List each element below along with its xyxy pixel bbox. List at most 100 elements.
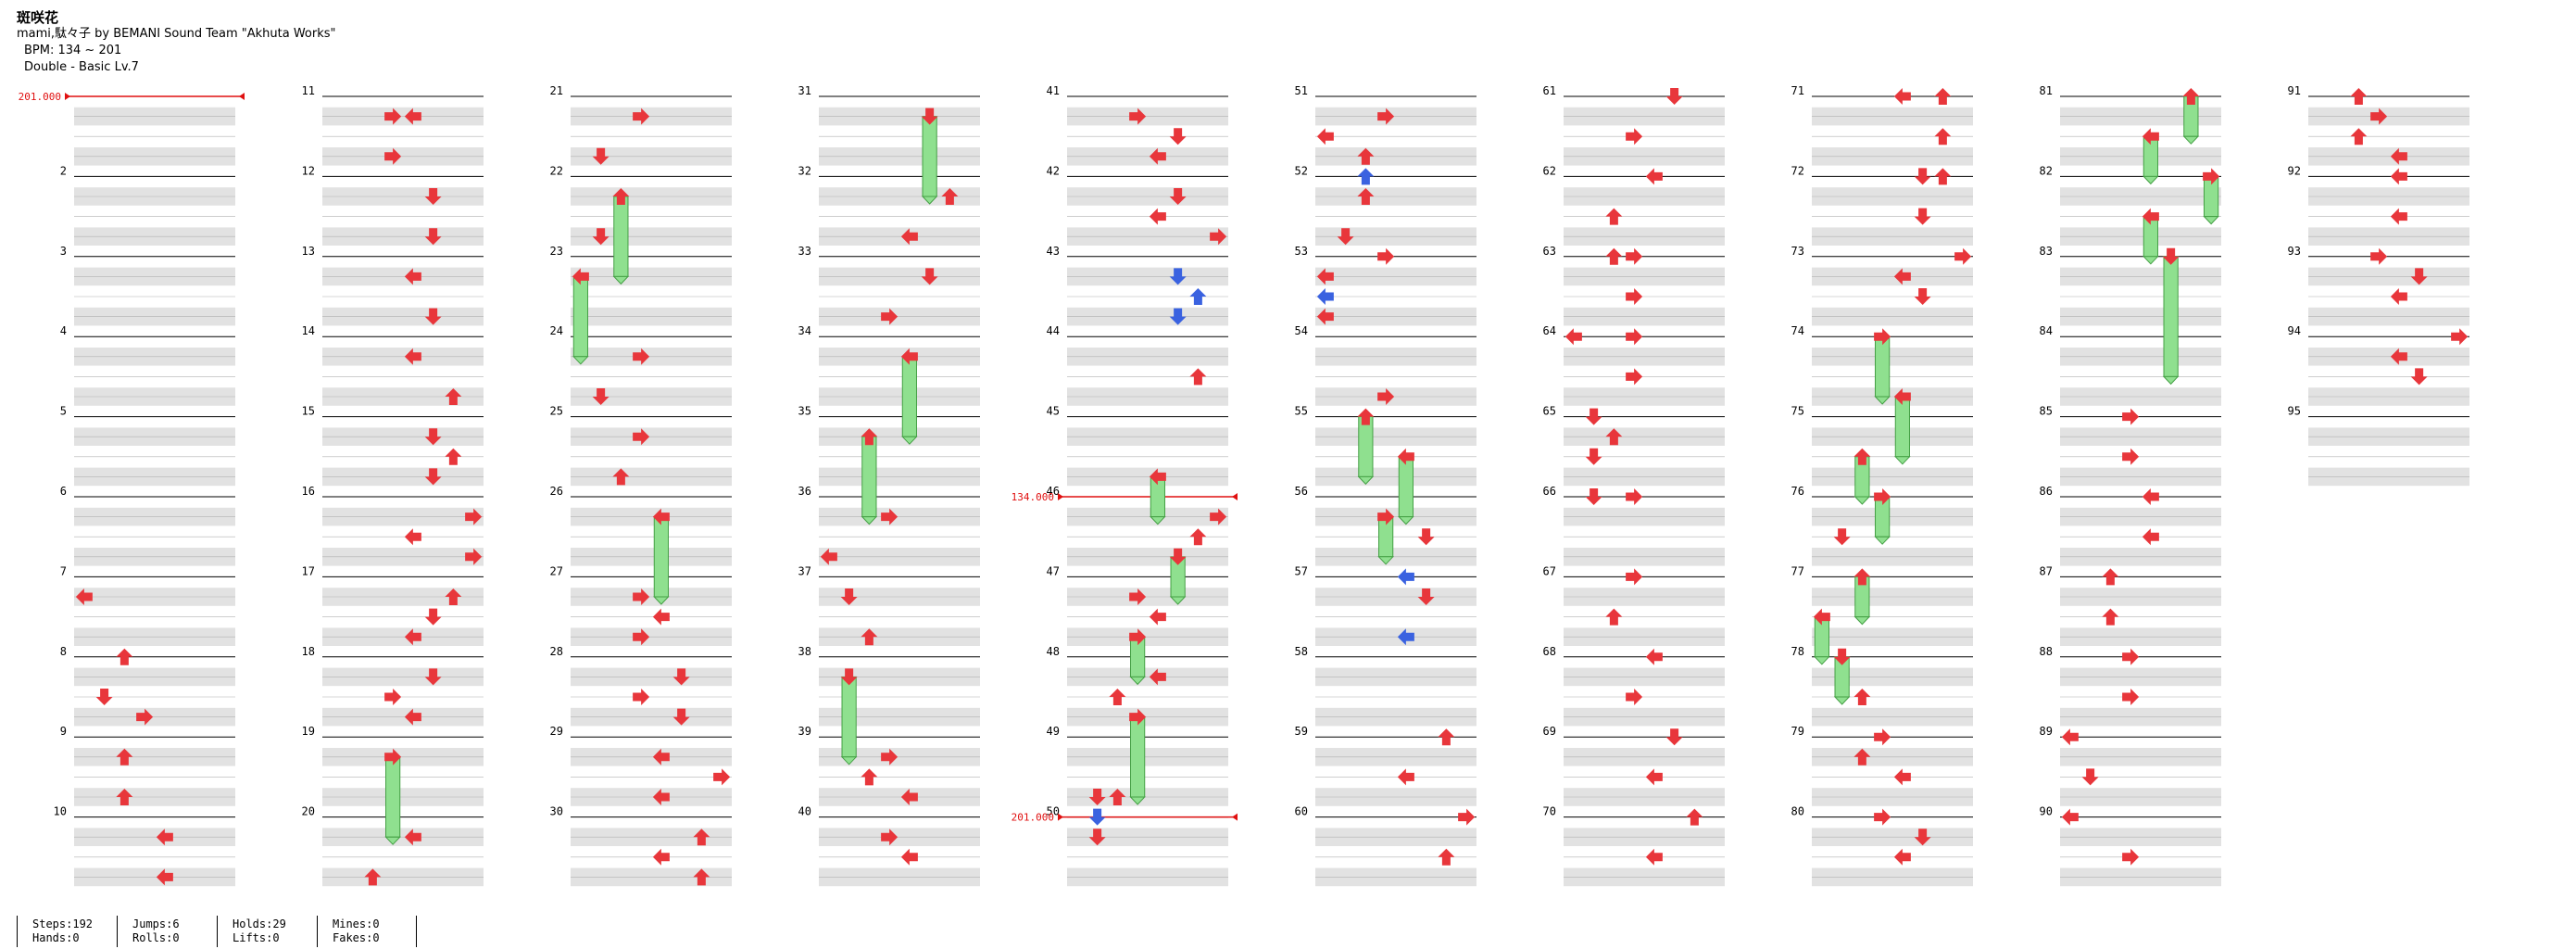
note-arrow: [1934, 128, 1952, 146]
note-arrow: [1853, 748, 1871, 766]
note-arrow: [1954, 247, 1972, 265]
note-arrow: [1645, 768, 1663, 786]
note-arrow: [633, 348, 650, 365]
measure-number: 47: [1047, 564, 1060, 577]
hold-body: [572, 275, 588, 358]
note-arrow: [465, 508, 483, 525]
note-arrow: [1316, 287, 1334, 306]
note-arrow: [2122, 408, 2140, 425]
note-arrow: [1605, 428, 1623, 446]
note-arrow: [1813, 608, 1830, 626]
hold-tail: [1874, 536, 1891, 545]
measure-number: 41: [1047, 84, 1060, 97]
note-arrow: [2081, 768, 2099, 786]
note-arrow: [424, 468, 442, 486]
note-arrow: [1337, 228, 1354, 246]
note-arrow: [693, 868, 710, 886]
note-arrow: [2390, 168, 2407, 185]
note-arrow: [1397, 448, 1414, 465]
note-arrow: [2061, 728, 2079, 746]
measure-number: 75: [1791, 405, 1804, 418]
measure-number: 76: [1791, 485, 1804, 498]
measure-number: 33: [798, 245, 811, 258]
stat-mines-fakes: Mines:0 Fakes:0: [317, 916, 417, 947]
note-arrow: [1893, 387, 1911, 406]
note-arrow: [465, 548, 483, 565]
hold-tail: [1853, 616, 1871, 626]
note-arrow: [1397, 768, 1414, 786]
stat-hands: Hands:0: [32, 931, 80, 944]
measure-number: 69: [1543, 725, 1556, 738]
hold-tail: [572, 356, 589, 365]
note-arrow: [1357, 408, 1375, 425]
note-arrow: [1438, 848, 1455, 866]
measure-number: 82: [2040, 164, 2053, 177]
measure-number: 87: [2040, 564, 2053, 577]
note-arrow: [633, 428, 650, 446]
note-arrow: [592, 228, 609, 246]
measure-number: 46: [1047, 485, 1060, 498]
stat-holds-lifts: Holds:29 Lifts:0: [217, 916, 317, 947]
note-arrow: [820, 548, 837, 565]
chart-grid: 2345678910111213141516171819202122232425…: [54, 84, 2469, 887]
measure-number: 12: [302, 164, 315, 177]
hold-tail: [2203, 216, 2219, 225]
hold-body: [1130, 636, 1146, 677]
measure-number: 85: [2040, 405, 2053, 418]
measure-number: 67: [1543, 564, 1556, 577]
measure-number: 23: [550, 245, 563, 258]
measure-number: 14: [302, 324, 315, 337]
measure-number: 28: [550, 645, 563, 658]
note-arrow: [156, 868, 173, 886]
note-arrow: [445, 588, 462, 605]
note-arrow: [652, 508, 670, 525]
note-arrow: [1605, 247, 1623, 265]
note-arrow: [861, 768, 878, 786]
note-arrow: [1874, 328, 1891, 346]
measure-number: 68: [1543, 645, 1556, 658]
hold-body: [613, 196, 629, 277]
note-arrow: [1893, 87, 1911, 106]
hold-body: [2163, 256, 2179, 377]
hold-tail: [1169, 596, 1187, 605]
artist-line: mami,駄々子 by BEMANI Sound Team "Akhuta Wo…: [17, 27, 336, 41]
note-arrow: [861, 628, 878, 646]
note-arrow: [2102, 608, 2119, 626]
bpm-line: BPM: 134 ~ 201: [24, 44, 122, 57]
hold-tail: [861, 516, 878, 525]
hold-body: [385, 756, 401, 838]
note-arrow: [1645, 648, 1663, 665]
note-arrow: [136, 708, 154, 726]
note-arrow: [1833, 528, 1851, 546]
measure-number: 56: [1295, 485, 1308, 498]
measure-number: 48: [1047, 645, 1060, 658]
measure-number: 55: [1295, 405, 1308, 418]
note-arrow: [1934, 88, 1952, 105]
note-arrow: [633, 628, 650, 646]
note-arrow: [1645, 168, 1663, 185]
note-arrow: [404, 829, 421, 846]
measure-number: 26: [550, 485, 563, 498]
hold-tail: [1833, 696, 1851, 705]
note-arrow: [881, 508, 898, 525]
measure-number: 77: [1791, 564, 1804, 577]
note-arrow: [592, 147, 609, 165]
measure-number: 39: [798, 725, 811, 738]
measure-number: 7: [60, 564, 67, 577]
measure-number: 11: [302, 84, 315, 97]
hold-body: [922, 116, 937, 197]
hold-tail: [1814, 656, 1830, 665]
hold-tail: [1398, 516, 1414, 525]
note-arrow: [424, 228, 442, 246]
measure-number: 78: [1791, 645, 1804, 658]
measure-number: 5: [60, 405, 67, 418]
note-arrow: [95, 689, 113, 705]
note-arrow: [116, 748, 133, 766]
hold-tail: [612, 275, 630, 285]
measure-number: 24: [550, 324, 563, 337]
measure-number: 16: [302, 485, 315, 498]
measure-number: 37: [798, 564, 811, 577]
note-arrow: [1149, 468, 1166, 486]
note-arrow: [2122, 448, 2140, 465]
measure-number: 17: [302, 564, 315, 577]
